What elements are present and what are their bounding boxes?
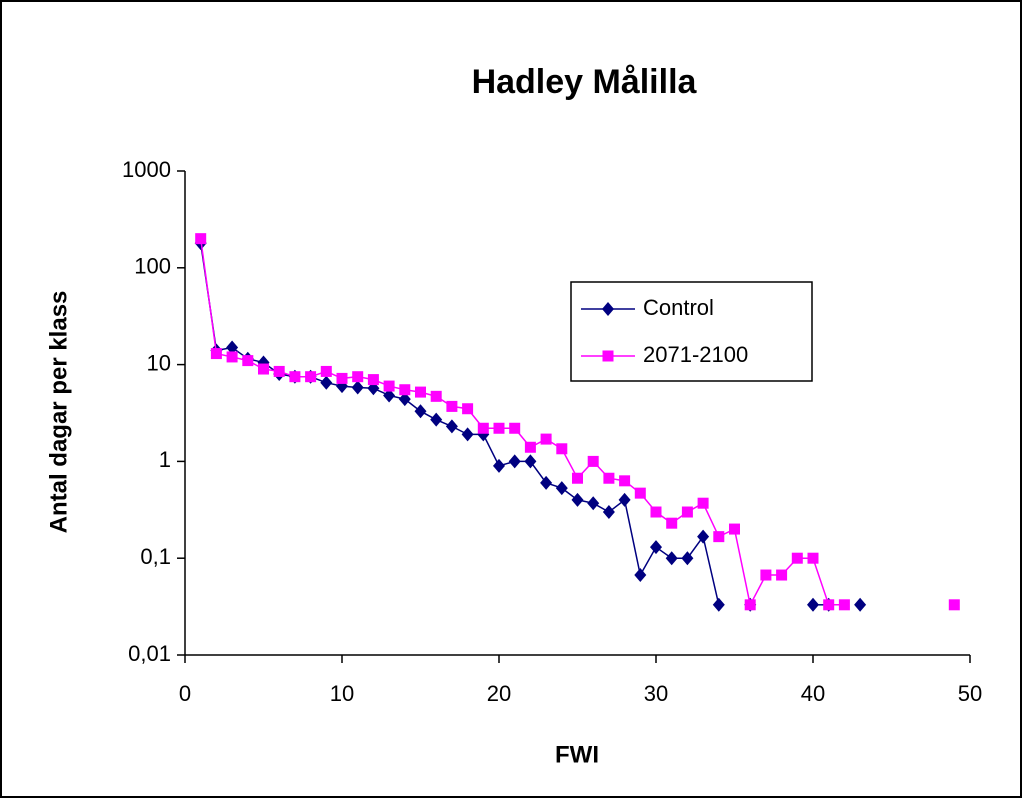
x-tick-label: 10 — [330, 681, 354, 706]
point — [618, 492, 631, 507]
point — [351, 380, 364, 395]
point — [445, 419, 458, 434]
point — [415, 386, 426, 398]
point — [399, 384, 411, 396]
point — [650, 540, 662, 555]
point — [305, 371, 317, 383]
point — [430, 412, 443, 427]
point — [697, 497, 709, 509]
x-axis-label: FWI — [555, 741, 599, 768]
point — [572, 472, 583, 484]
y-tick-label: 1 — [159, 447, 171, 472]
point — [493, 458, 505, 473]
point — [602, 505, 615, 520]
point — [461, 427, 474, 442]
point — [414, 404, 427, 419]
legend-label: 2071-2100 — [643, 342, 748, 367]
point — [242, 355, 254, 367]
point — [619, 475, 631, 487]
point — [273, 365, 285, 377]
point — [650, 506, 662, 518]
point — [697, 529, 710, 544]
point — [556, 443, 568, 455]
point — [430, 390, 442, 402]
point — [210, 348, 222, 360]
point — [352, 371, 364, 383]
point — [383, 380, 395, 392]
point — [508, 454, 521, 469]
point — [666, 517, 678, 529]
point — [320, 365, 332, 377]
y-tick-label: 10 — [147, 350, 171, 375]
point — [587, 496, 600, 511]
point — [603, 472, 615, 484]
y-tick-label: 0,1 — [140, 544, 171, 569]
y-axis-label: Antal dagar per klass — [45, 291, 72, 534]
point — [509, 422, 521, 434]
point — [289, 371, 301, 383]
point — [823, 599, 835, 611]
point — [571, 492, 584, 507]
point — [524, 441, 536, 453]
point — [493, 422, 505, 434]
x-tick-label: 50 — [958, 681, 982, 706]
x-tick-label: 0 — [179, 681, 191, 706]
y-tick-label: 1000 — [122, 157, 171, 182]
chart-title: Hadley Målilla — [472, 63, 698, 101]
point — [477, 422, 489, 434]
y-tick-label: 0,01 — [128, 641, 171, 666]
y-tick-label: 100 — [134, 254, 171, 279]
point — [791, 552, 803, 564]
point — [462, 403, 474, 415]
point — [524, 454, 537, 469]
legend-marker — [602, 302, 614, 316]
point — [807, 552, 819, 564]
point — [712, 597, 725, 612]
point — [446, 400, 458, 412]
point — [729, 523, 740, 535]
point — [383, 388, 396, 403]
point — [838, 599, 850, 611]
point — [807, 597, 819, 612]
point — [540, 475, 553, 490]
point — [665, 551, 678, 566]
point — [681, 551, 694, 566]
point — [258, 363, 269, 375]
point — [634, 568, 647, 583]
point — [540, 433, 552, 445]
x-tick-label: 20 — [487, 681, 511, 706]
point — [336, 372, 348, 384]
series-line — [199, 242, 720, 605]
point — [587, 455, 599, 467]
point — [713, 531, 725, 543]
x-tick-label: 40 — [801, 681, 825, 706]
point — [226, 340, 239, 355]
legend-label: Control — [643, 295, 714, 320]
point — [776, 569, 788, 581]
point — [744, 599, 756, 611]
point — [555, 481, 568, 496]
point — [398, 392, 411, 407]
point — [226, 351, 238, 363]
point — [195, 233, 207, 245]
point — [760, 569, 772, 581]
x-tick-label: 30 — [644, 681, 668, 706]
point — [681, 506, 693, 518]
point — [367, 374, 379, 386]
point — [320, 375, 333, 390]
point — [854, 597, 867, 612]
legend-marker — [602, 350, 614, 362]
legend-box — [570, 281, 813, 382]
point — [948, 599, 960, 611]
point — [634, 487, 646, 499]
